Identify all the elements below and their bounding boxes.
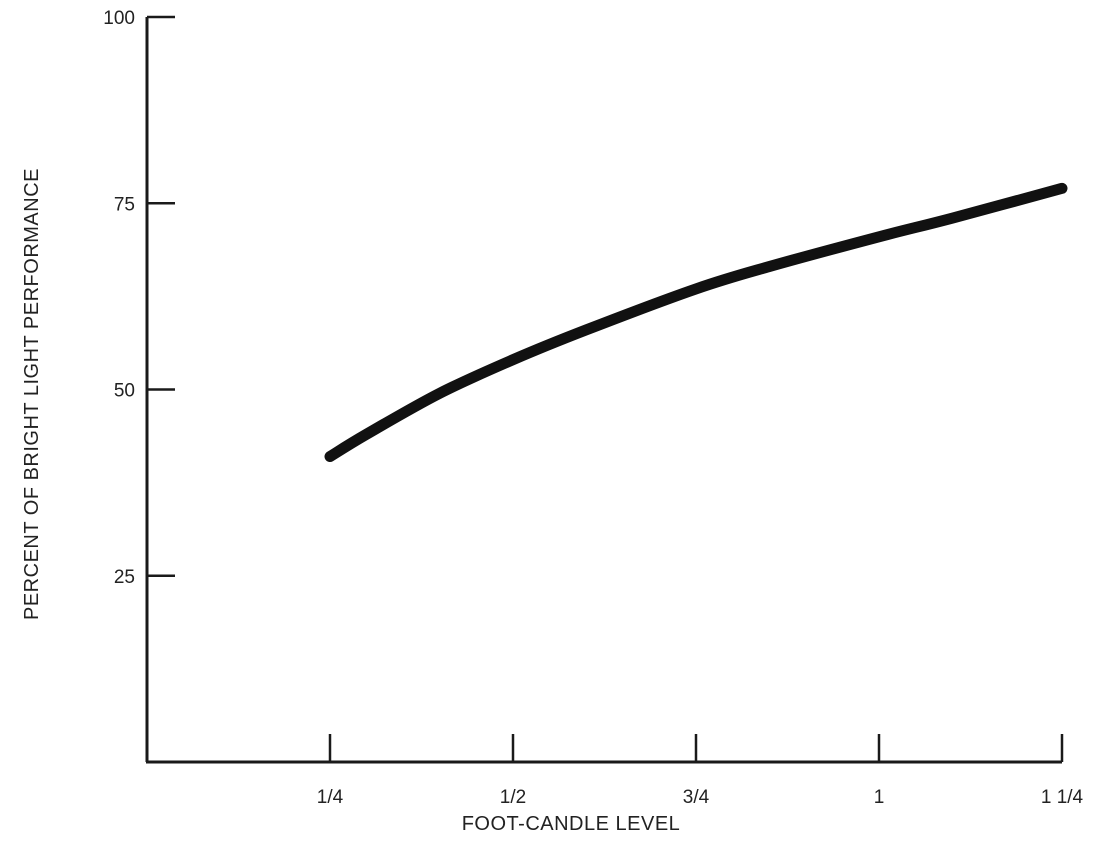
y-tick-label: 25: [114, 567, 135, 588]
y-axis-title: PERCENT OF BRIGHT LIGHT PERFORMANCE: [21, 168, 43, 620]
x-tick-label: 1/4: [317, 787, 344, 808]
x-tick-label: 1 1/4: [1041, 787, 1084, 808]
x-tick-label: 3/4: [683, 787, 710, 808]
y-tick-label: 100: [103, 8, 135, 29]
x-axis-title: FOOT-CANDLE LEVEL: [462, 813, 681, 835]
x-tick-label: 1/2: [500, 787, 526, 808]
y-ticks: 25 50 75 100: [103, 8, 175, 588]
series-line: [324, 182, 1068, 463]
series-layer: [324, 182, 1068, 463]
axes: [145, 17, 1062, 764]
y-axis-title-group: PERCENT OF BRIGHT LIGHT PERFORMANCE: [21, 168, 43, 620]
x-axis-title-group: FOOT-CANDLE LEVEL: [462, 813, 681, 835]
y-tick-label: 50: [114, 381, 135, 402]
y-tick-label: 75: [114, 194, 135, 215]
x-tick-label: 1: [874, 787, 885, 808]
x-ticks: 1/4 1/2 3/4 1 1 1/4: [317, 734, 1084, 808]
